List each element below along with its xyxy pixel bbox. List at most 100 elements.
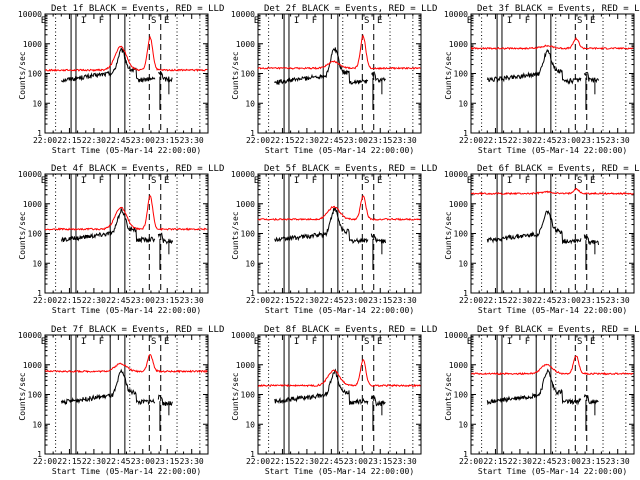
plot-frame — [44, 13, 209, 134]
y-tick-label: 10000 — [231, 331, 255, 340]
lld-series-line — [257, 195, 421, 221]
interval-label: E — [377, 337, 382, 347]
events-series-line — [486, 368, 582, 406]
panel-title: Det 4f BLACK = Events, RED = LLD — [51, 164, 224, 174]
x-tick-label: 22:00 — [33, 136, 57, 145]
interval-label: F — [99, 176, 104, 186]
interval-label: E — [467, 16, 472, 26]
x-tick-label: 22:15 — [483, 457, 507, 466]
y-tick-label: 100 — [454, 230, 469, 239]
x-tick-label: 22:30 — [82, 457, 106, 466]
y-tick-label: 1 — [37, 450, 42, 459]
x-tick-label: 22:30 — [295, 136, 319, 145]
x-tick-label: 22:15 — [57, 457, 81, 466]
interval-label: E — [467, 337, 472, 347]
interval-label: I — [294, 337, 299, 347]
panel-title: Det 8f BLACK = Events, RED = LLD — [264, 325, 437, 335]
interval-label: F — [525, 16, 530, 26]
plot-frame — [470, 334, 635, 455]
y-tick-label: 10 — [32, 420, 42, 429]
x-tick-label: 22:15 — [57, 136, 81, 145]
interval-label: E — [164, 337, 169, 347]
x-tick-label: 22:00 — [459, 136, 483, 145]
x-tick-label: 23:30 — [393, 457, 417, 466]
y-tick-label: 100 — [28, 230, 43, 239]
x-tick-label: 23:00 — [557, 296, 581, 305]
interval-label: F — [525, 176, 530, 186]
y-tick-label: 1000 — [236, 40, 255, 49]
x-tick-label: 22:45 — [106, 457, 130, 466]
y-axis-label: Counts/sec — [18, 372, 27, 420]
x-tick-label: 23:00 — [344, 296, 368, 305]
events-series-line — [60, 368, 156, 406]
interval-label: I — [81, 16, 86, 26]
interval-label: E — [377, 16, 382, 26]
panel-title: Det 9f BLACK = Events, RED = LLD — [477, 325, 640, 335]
lld-series-line — [257, 34, 421, 70]
y-tick-label: 100 — [454, 70, 469, 79]
x-axis-label: Start Time (05-Mar-14 22:00:00) — [52, 467, 201, 476]
x-tick-label: 23:30 — [180, 296, 204, 305]
interval-label: I — [507, 176, 512, 186]
y-tick-label: 10 — [458, 99, 468, 108]
lld-series-line — [258, 359, 421, 388]
y-tick-label: 10000 — [231, 10, 255, 19]
interval-label: E — [164, 16, 169, 26]
events-series-line — [157, 394, 173, 406]
events-series-line — [486, 210, 582, 245]
y-tick-label: 100 — [28, 391, 43, 400]
interval-label: E — [590, 16, 595, 26]
y-axis-label: Counts/sec — [231, 372, 240, 420]
x-tick-label: 23:30 — [606, 457, 630, 466]
interval-label: E — [377, 176, 382, 186]
x-tick-label: 23:30 — [606, 296, 630, 305]
x-axis-label: Start Time (05-Mar-14 22:00:00) — [478, 306, 627, 315]
panel-title: Det 7f BLACK = Events, RED = LLD — [51, 325, 224, 335]
x-tick-label: 23:15 — [155, 136, 179, 145]
panel-title: Det 5f BLACK = Events, RED = LLD — [264, 164, 437, 174]
panel-title: Det 1f BLACK = Events, RED = LLD — [51, 4, 224, 14]
events-series-line — [486, 48, 582, 85]
interval-label: E — [254, 337, 259, 347]
interval-label: I — [507, 16, 512, 26]
lld-series-line — [44, 35, 208, 72]
x-tick-label: 22:30 — [82, 136, 106, 145]
y-tick-label: 1000 — [23, 40, 42, 49]
x-axis-label: Start Time (05-Mar-14 22:00:00) — [265, 467, 414, 476]
x-axis-label: Start Time (05-Mar-14 22:00:00) — [478, 467, 627, 476]
plot-frame — [470, 173, 635, 294]
events-series-line — [583, 71, 599, 84]
x-tick-label: 22:45 — [319, 296, 343, 305]
x-tick-label: 23:15 — [155, 296, 179, 305]
interval-label: I — [81, 337, 86, 347]
events-series-line — [273, 47, 369, 86]
interval-label: E — [41, 337, 46, 347]
x-tick-label: 23:15 — [581, 136, 605, 145]
y-tick-label: 1000 — [449, 200, 468, 209]
x-tick-label: 22:45 — [106, 136, 130, 145]
x-tick-label: 23:00 — [131, 296, 155, 305]
x-tick-label: 22:45 — [532, 136, 556, 145]
x-tick-label: 23:15 — [155, 457, 179, 466]
y-tick-label: 10000 — [444, 10, 468, 19]
events-series-line — [274, 207, 369, 245]
interval-label: F — [312, 337, 317, 347]
events-series-line — [274, 368, 369, 406]
interval-label: S — [151, 16, 156, 26]
y-tick-label: 10000 — [444, 170, 468, 179]
y-tick-label: 1000 — [236, 200, 255, 209]
y-tick-label: 1 — [37, 289, 42, 298]
panel-title: Det 6f BLACK = Events, RED = LLD — [477, 164, 640, 174]
x-tick-label: 22:30 — [508, 296, 532, 305]
interval-label: F — [525, 337, 530, 347]
interval-label: E — [254, 176, 259, 186]
x-tick-label: 22:00 — [459, 296, 483, 305]
y-tick-label: 10000 — [231, 170, 255, 179]
